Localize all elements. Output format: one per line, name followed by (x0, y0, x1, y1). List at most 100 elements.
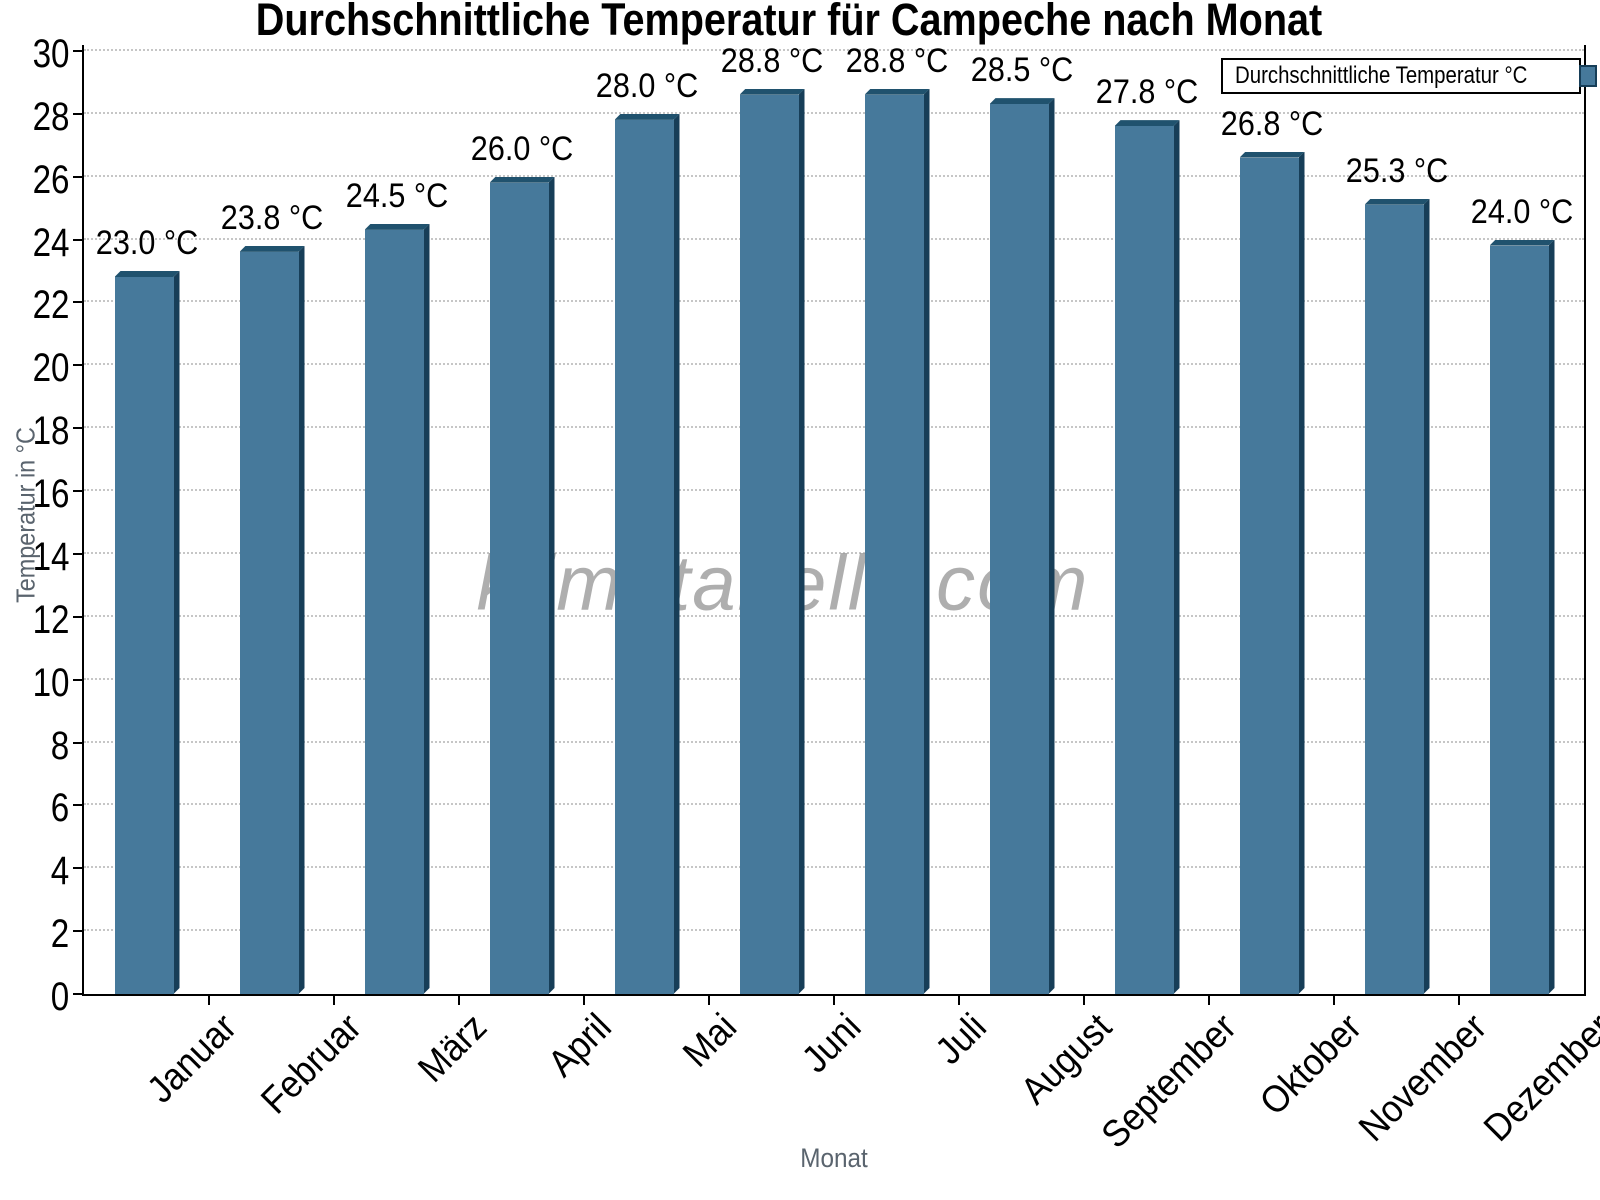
gridline-8 (84, 740, 1584, 743)
slot-februar: 23.8 °C Februar (209, 45, 370, 1122)
bar-value-label: 25.3 °C (1345, 151, 1449, 190)
bar-dezember: 24.0 °C (1471, 193, 1573, 994)
bar-märz: 24.5 °C (346, 177, 448, 994)
bar-value-label: 27.8 °C (1095, 73, 1199, 112)
y-tick-4 (73, 867, 84, 870)
bar-value-label: 28.8 °C (720, 41, 824, 80)
y-tick-label-30: 30 (32, 32, 69, 76)
x-tick-11 (1458, 994, 1460, 1005)
y-tick-label-8: 8 (50, 723, 69, 768)
legend-swatch (1578, 65, 1597, 87)
y-tick-0 (73, 993, 84, 995)
y-tick-label-6: 6 (50, 786, 69, 831)
y-tick-8 (73, 741, 84, 744)
bar-value-label: 26.0 °C (470, 129, 574, 168)
y-tick-label-12: 12 (32, 597, 69, 642)
legend-label: Durchschnittliche Temperatur °C (1235, 62, 1528, 89)
bar-right-face (799, 89, 805, 994)
bar-right-face (174, 271, 180, 994)
y-tick-label-28: 28 (32, 94, 69, 139)
bar-right-face (299, 246, 305, 994)
x-tick-7 (958, 994, 960, 1005)
bar-value-label: 24.5 °C (345, 176, 449, 215)
y-tick-label-4: 4 (50, 849, 69, 894)
slot-november: 25.3 °C November (1334, 45, 1495, 1150)
gridline-28 (84, 111, 1584, 114)
bar-top-face (1240, 152, 1305, 158)
y-tick-12 (73, 615, 84, 618)
gridline-2 (84, 929, 1584, 932)
x-tick-5 (708, 994, 710, 1005)
bar-top-face (490, 177, 555, 183)
bar-front-face (114, 277, 174, 994)
y-tick-22 (73, 301, 84, 304)
bar-front-face (1364, 204, 1424, 994)
x-tick-label-januar: Januar (139, 1006, 245, 1112)
chart-title: Durchschnittliche Temperatur für Campech… (255, 0, 1323, 45)
x-tick-label-august: August (1013, 1006, 1120, 1113)
slot-juni: 28.8 °C Juni (709, 41, 870, 1081)
y-tick-label-10: 10 (32, 660, 69, 705)
y-tick-26 (73, 175, 84, 178)
bar-value-label: 26.8 °C (1220, 104, 1324, 143)
x-tick-3 (458, 994, 460, 1005)
x-tick-label-juli: Juli (927, 1006, 995, 1073)
y-tick-label-0: 0 (50, 975, 69, 1019)
bar-februar: 23.8 °C (221, 199, 323, 994)
gridline-16 (84, 489, 1584, 492)
y-tick-24 (73, 238, 84, 241)
y-tick-label-20: 20 (32, 346, 69, 391)
bar-oktober: 26.8 °C (1221, 105, 1323, 994)
y-tick-label-2: 2 (50, 912, 69, 957)
bar-value-label: 23.0 °C (95, 224, 199, 263)
x-tick-label-märz: März (410, 1006, 495, 1091)
y-tick-label-24: 24 (32, 220, 69, 265)
x-tick-1 (208, 994, 210, 1005)
gridline-10 (84, 677, 1584, 680)
x-tick-label-februar: Februar (253, 1006, 370, 1123)
bar-front-face (239, 251, 299, 994)
bar-right-face (424, 224, 430, 994)
bar-right-face (549, 177, 555, 994)
gridline-12 (84, 614, 1584, 617)
bar-front-face (989, 104, 1049, 994)
x-tick-2 (333, 994, 335, 1005)
x-tick-6 (833, 994, 835, 1005)
slot-juli: 28.8 °C Juli (834, 41, 995, 1073)
bar-top-face (240, 246, 305, 252)
y-tick-10 (73, 678, 84, 681)
gridline-18 (84, 426, 1584, 429)
bar-value-label: 23.8 °C (220, 198, 324, 237)
plot-area: klimatabelle.com 02468101214161820222426… (32, 34, 1600, 1157)
gridline-26 (84, 174, 1584, 177)
slot-september: 27.8 °C September (1084, 45, 1245, 1156)
bar-august: 28.5 °C (971, 51, 1073, 994)
gridline-20 (84, 363, 1584, 366)
bar-april: 26.0 °C (471, 130, 573, 994)
y-tick-2 (73, 930, 84, 933)
bar-top-face (865, 89, 930, 95)
bar-value-label: 28.8 °C (845, 41, 949, 80)
bar-value-label: 28.5 °C (970, 51, 1074, 90)
x-tick-label-juni: Juni (794, 1006, 870, 1082)
x-tick-9 (1208, 994, 1210, 1005)
x-axis-layer (84, 45, 1584, 1005)
x-tick-label-dezember: Dezember (1475, 1006, 1600, 1150)
bar-value-label: 24.0 °C (1470, 192, 1574, 231)
y-tick-label-14: 14 (32, 534, 69, 579)
bar-front-face (614, 119, 674, 994)
gridlines-layer (84, 45, 1584, 994)
bar-front-face (489, 182, 549, 994)
bar-top-face (365, 224, 430, 230)
slot-dezember: 24.0 °C Dezember (1459, 45, 1600, 1150)
x-tick-10 (1333, 994, 1335, 1005)
gridline-14 (84, 551, 1584, 554)
x-tick-label-oktober: Oktober (1252, 1006, 1370, 1124)
bar-right-face (1299, 152, 1305, 994)
y-tick-18 (73, 427, 84, 430)
bar-value-label: 28.0 °C (595, 66, 699, 105)
x-tick-label-april: April (540, 1006, 620, 1086)
x-tick-4 (583, 994, 585, 1005)
y-tick-20 (73, 364, 84, 367)
